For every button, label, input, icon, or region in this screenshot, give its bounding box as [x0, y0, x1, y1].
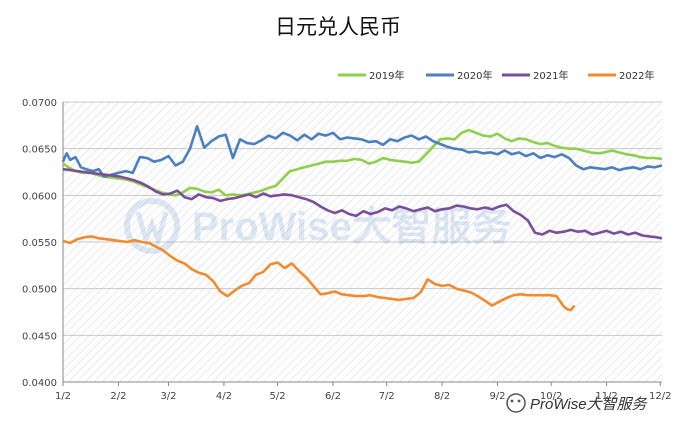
x-tick-label: 3/2 — [160, 391, 176, 402]
wechat-icon — [506, 393, 526, 413]
y-tick-label: 0.0500 — [22, 285, 57, 296]
x-tick-label: 10/2 — [540, 391, 562, 402]
footer-watermark: ProWise大智服务 — [506, 393, 649, 413]
series-lines — [61, 125, 663, 312]
chart-title: 日元兑人民币 — [275, 15, 401, 39]
y-tick-label: 0.0550 — [22, 238, 57, 249]
x-tick-label: 8/2 — [434, 391, 450, 402]
legend-label: 2022年 — [619, 69, 654, 82]
x-tick-label: 4/2 — [216, 391, 232, 402]
footer-watermark-text: ProWise大智服务 — [530, 396, 649, 413]
x-tick-label: 6/2 — [325, 391, 341, 402]
y-tick-label: 0.0600 — [22, 191, 57, 202]
legend-label: 2020年 — [457, 69, 492, 82]
x-tick-label: 11/2 — [595, 391, 617, 402]
legend-label: 2021年 — [533, 69, 568, 82]
x-tick-label: 12/2 — [649, 391, 671, 402]
x-tick-label: 7/2 — [379, 391, 395, 402]
x-tick-label: 2/2 — [110, 391, 126, 402]
wechat-icon-eye-right — [517, 399, 521, 403]
y-tick-label: 0.0700 — [22, 98, 57, 109]
series-line-2022年 — [62, 235, 576, 312]
x-tick-label: 9/2 — [489, 391, 505, 402]
axes: 0.0400 0.0450 0.0500 0.0550 0.0600 0.0650 0.07… — [22, 98, 671, 402]
series-line-2020年 — [61, 125, 663, 178]
legend: 2019年 2020年 2021年 2022年 — [338, 69, 654, 82]
y-tick-label: 0.0400 — [22, 378, 57, 389]
x-tick-label: 1/2 — [55, 391, 71, 402]
x-tick-label: 5/2 — [270, 391, 286, 402]
watermark-text: ProWise大智服务 — [192, 205, 512, 249]
watermark: ProWise大智服务 — [124, 198, 512, 254]
series-line-2021年 — [62, 167, 663, 240]
wechat-icon-eye-left — [510, 399, 514, 403]
legend-label: 2019年 — [369, 69, 404, 82]
watermark-logo-icon — [124, 198, 180, 254]
watermark-logo-mark-icon — [135, 211, 169, 248]
y-tick-label: 0.0650 — [22, 145, 57, 156]
y-tick-label: 0.0450 — [22, 331, 57, 342]
